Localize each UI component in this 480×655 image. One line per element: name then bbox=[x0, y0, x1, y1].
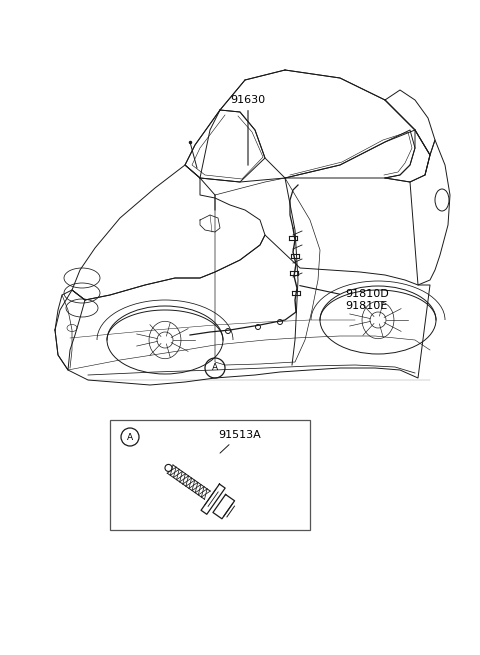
Text: 91630: 91630 bbox=[230, 95, 265, 165]
Text: A: A bbox=[212, 364, 218, 373]
Text: A: A bbox=[127, 432, 133, 441]
Text: 91513A: 91513A bbox=[218, 430, 261, 453]
Bar bbox=[110, 420, 310, 530]
Text: 91810D
91810E: 91810D 91810E bbox=[300, 286, 389, 311]
